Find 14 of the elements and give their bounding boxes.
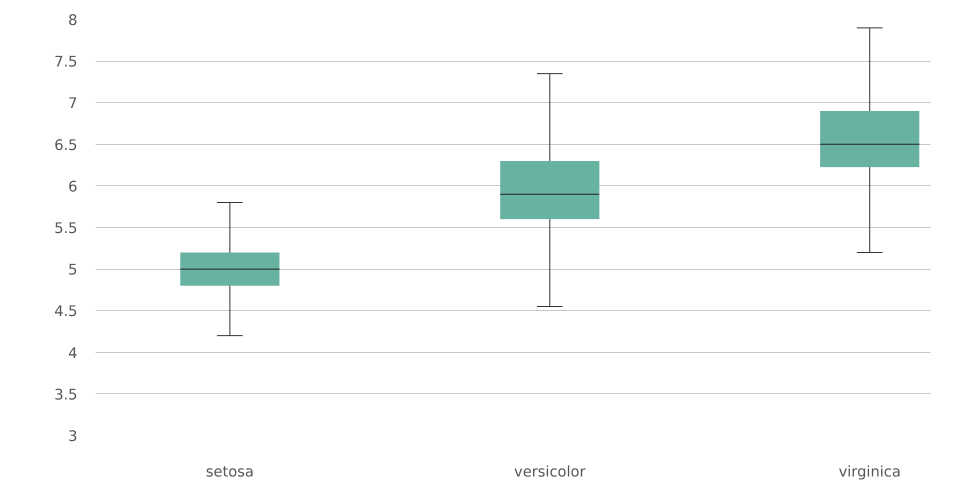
- x-tick-label: setosa: [206, 464, 254, 480]
- x-tick-label: virginica: [838, 464, 901, 480]
- y-tick-label: 3: [68, 428, 78, 445]
- y-tick-label: 8: [68, 12, 78, 29]
- y-tick-label: 6.5: [54, 136, 78, 154]
- y-tick-label: 7: [68, 95, 78, 112]
- y-tick-label: 5: [68, 262, 78, 279]
- y-tick-label: 5.5: [54, 220, 78, 237]
- x-tick-label: versicolor: [514, 464, 587, 480]
- y-tick-label: 3.5: [54, 386, 78, 404]
- y-tick-label: 7.5: [54, 54, 78, 71]
- y-tick-label: 6: [68, 178, 78, 196]
- y-tick-label: 4: [68, 344, 78, 362]
- y-tick-label: 4.5: [54, 303, 78, 320]
